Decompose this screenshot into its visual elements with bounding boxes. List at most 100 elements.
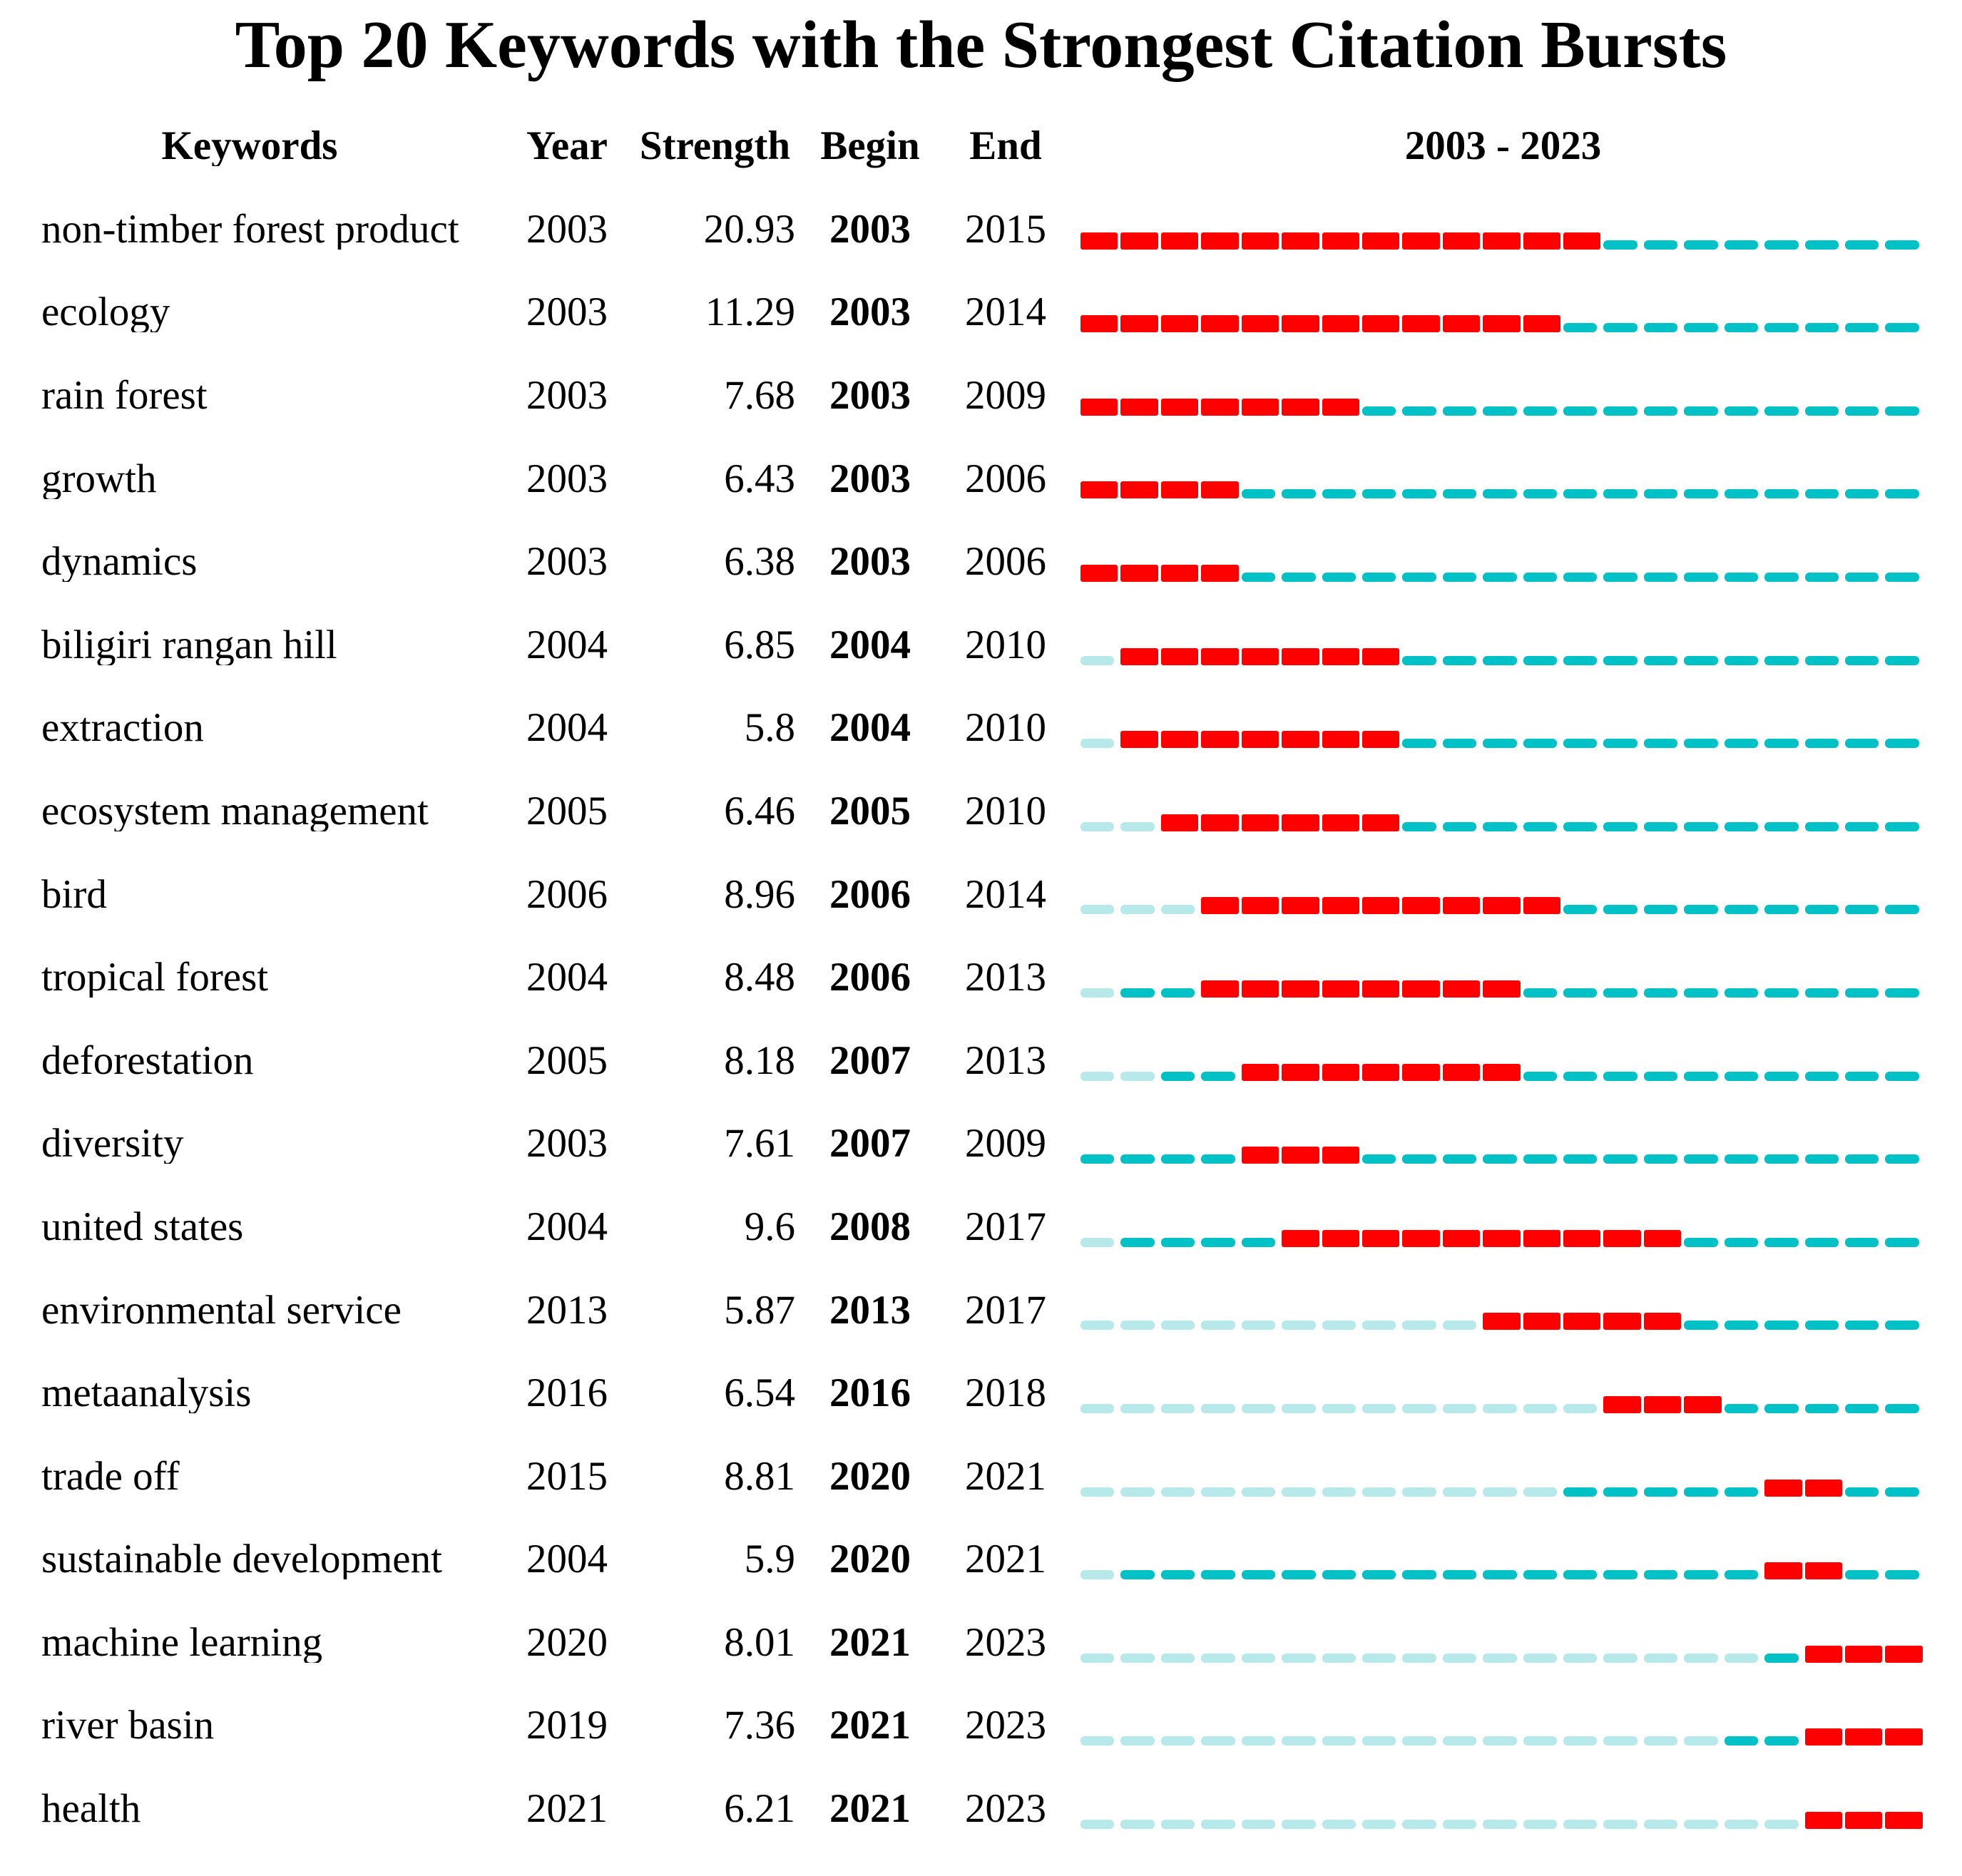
begin-value: 2020 bbox=[829, 1453, 911, 1499]
timeline-segment-2004 bbox=[1120, 1653, 1160, 1663]
active-dash bbox=[1724, 988, 1759, 998]
timeline-segment-2017 bbox=[1643, 1487, 1684, 1497]
timeline-segment-2015 bbox=[1563, 572, 1603, 582]
active-dash bbox=[1080, 1154, 1115, 1164]
keyword-label: diversity bbox=[41, 1123, 184, 1164]
inactive-dash bbox=[1483, 1736, 1517, 1746]
timeline-segment-2003 bbox=[1080, 1071, 1120, 1081]
timeline-segment-2021 bbox=[1804, 655, 1845, 665]
active-dash bbox=[1402, 655, 1436, 665]
active-dash bbox=[1885, 406, 1919, 416]
active-dash bbox=[1643, 489, 1678, 499]
timeline-segment-2011 bbox=[1402, 821, 1442, 831]
active-dash bbox=[1885, 240, 1919, 250]
timeline-segment-2009 bbox=[1322, 1570, 1362, 1580]
active-dash bbox=[1201, 1071, 1235, 1081]
burst-dash bbox=[1523, 315, 1561, 333]
strength-value: 8.18 bbox=[724, 1037, 795, 1083]
timeline-segment-2014 bbox=[1523, 406, 1563, 416]
active-dash bbox=[1845, 1071, 1879, 1081]
burst-dash bbox=[1282, 1063, 1319, 1081]
timeline-segment-2003 bbox=[1080, 988, 1120, 998]
burst-dash bbox=[1442, 1063, 1481, 1081]
timeline-segment-2005 bbox=[1160, 731, 1201, 749]
timeline-segment-2006 bbox=[1201, 1071, 1241, 1081]
begin-value: 2016 bbox=[829, 1370, 911, 1416]
active-dash bbox=[1885, 1570, 1919, 1580]
timeline-segment-2008 bbox=[1282, 897, 1322, 915]
burst-dash bbox=[1603, 1313, 1641, 1331]
active-dash bbox=[1724, 1237, 1759, 1247]
burst-dash bbox=[1361, 647, 1400, 665]
timeline-segment-2011 bbox=[1402, 655, 1442, 665]
active-dash bbox=[1120, 1154, 1155, 1164]
active-dash bbox=[1764, 1321, 1799, 1331]
year-value: 2003 bbox=[526, 289, 608, 335]
burst-dash bbox=[1483, 1229, 1521, 1247]
burst-dash bbox=[1160, 731, 1199, 749]
timeline-segment-2008 bbox=[1282, 980, 1322, 998]
inactive-dash bbox=[1201, 1487, 1235, 1497]
timeline-segment-2012 bbox=[1442, 1653, 1483, 1663]
active-dash bbox=[1643, 240, 1678, 250]
timeline-segment-2017 bbox=[1643, 988, 1684, 998]
active-dash bbox=[1523, 489, 1558, 499]
inactive-dash bbox=[1201, 1403, 1235, 1413]
active-dash bbox=[1523, 406, 1558, 416]
inactive-dash bbox=[1080, 1819, 1115, 1829]
end-value: 2017 bbox=[965, 1204, 1046, 1249]
inactive-dash bbox=[1684, 1819, 1718, 1829]
timeline-segment-2008 bbox=[1282, 1487, 1322, 1497]
active-dash bbox=[1402, 821, 1436, 831]
timeline-segment-2003 bbox=[1080, 398, 1120, 416]
timeline-segment-2019 bbox=[1724, 1154, 1764, 1164]
timeline-segment-2023 bbox=[1885, 988, 1925, 998]
burst-dash bbox=[1322, 232, 1359, 250]
table-row: bird 2006 8.96 2006 2014 bbox=[0, 853, 1962, 936]
timeline-segment-2008 bbox=[1282, 1736, 1322, 1746]
timeline-segment-2011 bbox=[1402, 572, 1442, 582]
timeline-segment-2023 bbox=[1885, 1154, 1925, 1164]
inactive-dash bbox=[1120, 1819, 1155, 1829]
burst-timeline bbox=[1080, 1767, 1926, 1850]
timeline-segment-2014 bbox=[1523, 821, 1563, 831]
timeline-segment-2022 bbox=[1845, 572, 1885, 582]
active-dash bbox=[1804, 1403, 1839, 1413]
timeline-segment-2008 bbox=[1282, 1819, 1322, 1829]
timeline-segment-2010 bbox=[1361, 1403, 1402, 1413]
burst-dash bbox=[1241, 232, 1279, 250]
inactive-dash bbox=[1282, 1819, 1316, 1829]
timeline-segment-2006 bbox=[1201, 1237, 1241, 1247]
timeline-segment-2023 bbox=[1885, 240, 1925, 250]
timeline-segment-2010 bbox=[1361, 1570, 1402, 1580]
timeline-segment-2023 bbox=[1885, 1237, 1925, 1247]
active-dash bbox=[1361, 572, 1396, 582]
burst-dash bbox=[1483, 315, 1521, 333]
timeline-segment-2007 bbox=[1241, 897, 1282, 915]
strength-value: 5.87 bbox=[724, 1287, 795, 1333]
active-dash bbox=[1684, 1487, 1718, 1497]
burst-dash bbox=[1201, 897, 1239, 915]
timeline-segment-2021 bbox=[1804, 1479, 1845, 1497]
timeline-segment-2019 bbox=[1724, 323, 1764, 333]
active-dash bbox=[1845, 1570, 1879, 1580]
timeline-segment-2019 bbox=[1724, 988, 1764, 998]
inactive-dash bbox=[1442, 1819, 1477, 1829]
inactive-dash bbox=[1361, 1736, 1396, 1746]
active-dash bbox=[1483, 1154, 1517, 1164]
burst-dash bbox=[1684, 1395, 1722, 1413]
active-dash bbox=[1885, 1154, 1919, 1164]
inactive-dash bbox=[1442, 1653, 1477, 1663]
begin-value: 2007 bbox=[829, 1121, 911, 1167]
active-dash bbox=[1724, 821, 1759, 831]
active-dash bbox=[1684, 572, 1718, 582]
timeline-segment-2013 bbox=[1483, 1819, 1523, 1829]
timeline-segment-2012 bbox=[1442, 1819, 1483, 1829]
timeline-segment-2022 bbox=[1845, 1728, 1885, 1746]
active-dash bbox=[1643, 1570, 1678, 1580]
end-value: 2015 bbox=[965, 206, 1046, 252]
active-dash bbox=[1160, 1071, 1195, 1081]
active-dash bbox=[1804, 406, 1839, 416]
inactive-dash bbox=[1603, 1819, 1637, 1829]
timeline-segment-2015 bbox=[1563, 1403, 1603, 1413]
